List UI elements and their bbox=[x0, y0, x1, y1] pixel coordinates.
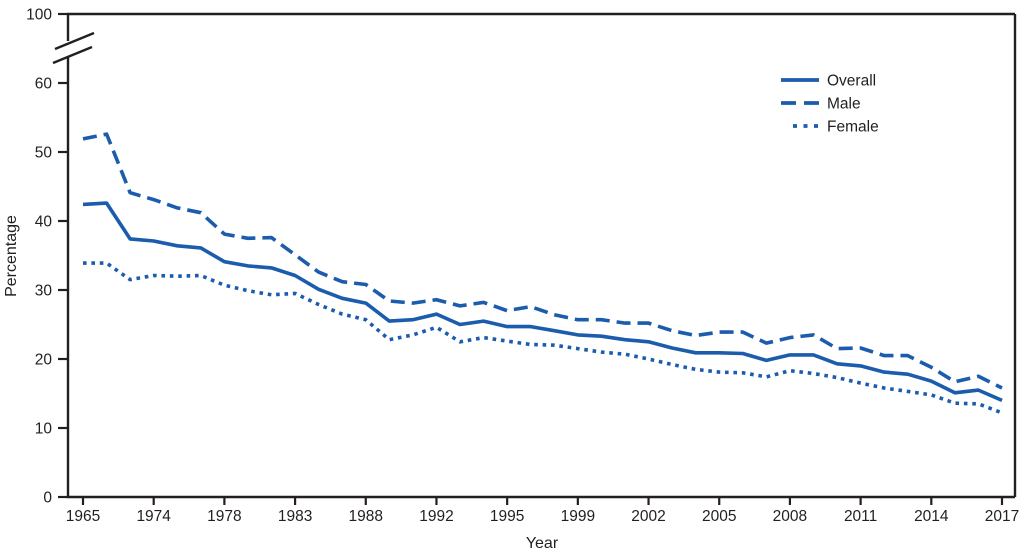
x-axis-ticks: 1965 1974 1978 1983 1988 1992 1995 1999 2002 2005… bbox=[66, 497, 1019, 525]
y-axis-title: Percentage bbox=[3, 215, 20, 297]
x-tick-label: 1983 bbox=[278, 508, 312, 525]
legend-label-male: Male bbox=[827, 96, 861, 113]
x-tick-label: 1995 bbox=[490, 508, 524, 525]
series-line-male bbox=[82, 132, 1003, 390]
x-axis-title: Year bbox=[526, 535, 559, 552]
series-line-overall bbox=[82, 201, 1003, 403]
x-tick-label: 1965 bbox=[66, 508, 100, 525]
y-tick-label: 30 bbox=[35, 283, 53, 300]
y-tick-label: 60 bbox=[35, 76, 53, 93]
x-tick-label: 1978 bbox=[207, 508, 241, 525]
legend-label-overall: Overall bbox=[827, 73, 876, 90]
y-tick-label: 50 bbox=[35, 145, 53, 162]
x-tick-label: 1974 bbox=[136, 508, 171, 525]
x-tick-label: 2008 bbox=[773, 508, 807, 525]
x-tick-label: 2005 bbox=[702, 508, 736, 525]
y-tick-label: 20 bbox=[35, 352, 53, 369]
series-line-female bbox=[83, 261, 1003, 415]
x-tick-label: 2011 bbox=[844, 508, 877, 525]
y-tick-label: 10 bbox=[35, 421, 53, 438]
plot-area: 0 10 20 30 40 50 60 100 1965 1974 1978 1983 1988 1992… bbox=[26, 7, 1019, 526]
y-axis-break-icon bbox=[52, 31, 95, 65]
x-tick-label: 1999 bbox=[561, 508, 595, 525]
legend: Overall Male Female bbox=[781, 73, 879, 136]
y-tick-label: 100 bbox=[26, 7, 52, 24]
x-tick-label: 1992 bbox=[419, 508, 453, 525]
x-tick-label: 2002 bbox=[631, 508, 665, 525]
x-tick-label: 2017 bbox=[985, 508, 1019, 525]
y-tick-label: 0 bbox=[43, 490, 52, 507]
x-tick-label: 2014 bbox=[914, 508, 949, 525]
y-tick-label: 40 bbox=[35, 214, 53, 231]
x-tick-label: 1988 bbox=[349, 508, 383, 525]
y-axis-ticks: 0 10 20 30 40 50 60 100 bbox=[26, 7, 68, 507]
legend-label-female: Female bbox=[827, 119, 879, 136]
